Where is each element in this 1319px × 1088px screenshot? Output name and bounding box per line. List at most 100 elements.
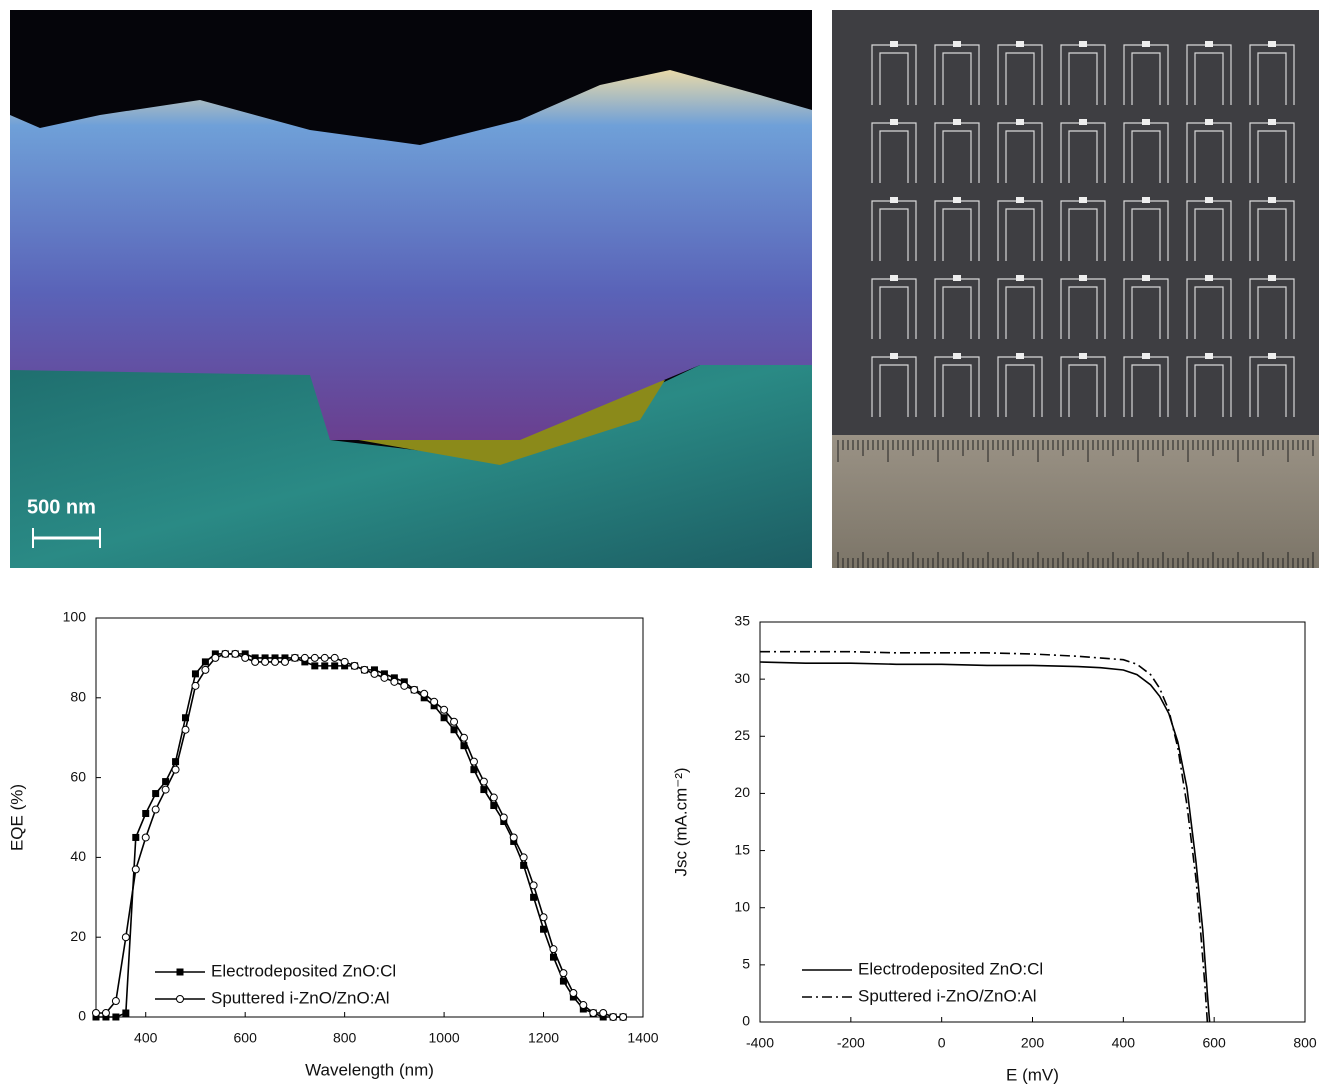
x-axis-label: E (mV) bbox=[1006, 1065, 1059, 1084]
series-line bbox=[96, 653, 624, 1018]
cell-pad bbox=[1016, 197, 1024, 203]
cell-pad bbox=[1079, 353, 1087, 359]
marker bbox=[489, 793, 498, 802]
marker bbox=[450, 726, 458, 734]
marker bbox=[162, 778, 170, 786]
marker bbox=[530, 893, 538, 901]
x-tick-label: 600 bbox=[1202, 1035, 1226, 1051]
x-tick-label: -400 bbox=[746, 1035, 774, 1051]
marker bbox=[350, 661, 359, 670]
marker bbox=[92, 1009, 100, 1018]
y-tick-label: 20 bbox=[734, 784, 750, 800]
marker bbox=[380, 673, 389, 682]
marker bbox=[420, 689, 429, 698]
marker bbox=[152, 790, 160, 798]
legend-label: Electrodeposited ZnO:Cl bbox=[858, 959, 1043, 978]
marker bbox=[151, 805, 160, 814]
x-tick-label: 1400 bbox=[627, 1030, 658, 1046]
cell-pad bbox=[1142, 353, 1150, 359]
y-tick-label: 10 bbox=[734, 898, 750, 914]
marker bbox=[182, 714, 190, 722]
marker bbox=[460, 742, 468, 750]
marker bbox=[370, 669, 379, 678]
marker bbox=[559, 977, 567, 985]
marker bbox=[172, 758, 180, 766]
marker bbox=[321, 662, 329, 670]
cell-pad bbox=[1205, 41, 1213, 47]
marker bbox=[112, 1013, 120, 1021]
legend-label: Sputtered i-ZnO/ZnO:Al bbox=[858, 986, 1037, 1005]
y-tick-label: 30 bbox=[734, 670, 750, 686]
y-tick-label: 35 bbox=[734, 613, 750, 629]
cell-pad bbox=[1268, 197, 1276, 203]
y-tick-label: 0 bbox=[742, 1013, 750, 1029]
marker bbox=[251, 657, 260, 666]
marker bbox=[131, 865, 140, 874]
marker bbox=[320, 653, 329, 662]
cell-pad bbox=[1079, 119, 1087, 125]
cell-pad bbox=[1268, 119, 1276, 125]
marker bbox=[310, 653, 319, 662]
cell-pad bbox=[953, 41, 961, 47]
marker bbox=[400, 681, 409, 690]
y-tick-label: 80 bbox=[70, 689, 86, 705]
cell-pad bbox=[1142, 197, 1150, 203]
marker bbox=[340, 657, 349, 666]
cell-pad bbox=[890, 275, 898, 281]
marker bbox=[390, 677, 399, 686]
cell-pad bbox=[953, 119, 961, 125]
y-tick-label: 15 bbox=[734, 841, 750, 857]
marker bbox=[469, 757, 478, 766]
y-axis-label: Jsc (mA.cm⁻²) bbox=[671, 767, 690, 876]
cell-pad bbox=[1205, 275, 1213, 281]
marker bbox=[540, 925, 548, 933]
y-tick-label: 25 bbox=[734, 727, 750, 743]
cell-pad bbox=[1268, 275, 1276, 281]
cell-pad bbox=[1142, 275, 1150, 281]
x-tick-label: 1200 bbox=[528, 1030, 559, 1046]
y-tick-label: 0 bbox=[78, 1008, 86, 1024]
marker bbox=[221, 649, 230, 658]
x-tick-label: 0 bbox=[938, 1035, 946, 1051]
marker bbox=[609, 1013, 618, 1021]
marker bbox=[231, 649, 240, 658]
cell-pad bbox=[1268, 353, 1276, 359]
marker bbox=[211, 653, 220, 662]
legend-label: Electrodeposited ZnO:Cl bbox=[211, 961, 396, 980]
marker bbox=[360, 665, 369, 674]
cell-pad bbox=[890, 353, 898, 359]
cell-pad bbox=[1142, 119, 1150, 125]
legend-marker bbox=[176, 968, 184, 976]
marker bbox=[121, 933, 130, 942]
marker bbox=[539, 913, 548, 922]
y-tick-label: 60 bbox=[70, 768, 86, 784]
marker bbox=[509, 833, 518, 842]
marker bbox=[331, 662, 339, 670]
marker bbox=[499, 813, 508, 822]
y-tick-label: 100 bbox=[63, 609, 87, 625]
x-tick-label: 1000 bbox=[429, 1030, 460, 1046]
sem-image: 500 nm bbox=[10, 10, 812, 568]
cell-pad bbox=[890, 197, 898, 203]
marker bbox=[569, 989, 578, 998]
cell-pad bbox=[953, 353, 961, 359]
marker bbox=[459, 733, 468, 742]
marker bbox=[430, 697, 439, 706]
marker bbox=[589, 1009, 598, 1018]
marker bbox=[290, 653, 299, 662]
marker bbox=[529, 881, 538, 890]
marker bbox=[191, 670, 199, 678]
marker bbox=[619, 1013, 628, 1021]
marker bbox=[191, 681, 200, 690]
scale-bar-label: 500 nm bbox=[27, 496, 96, 518]
cell-pad bbox=[1268, 41, 1276, 47]
cell-pad bbox=[953, 197, 961, 203]
x-tick-label: 400 bbox=[134, 1030, 158, 1046]
y-tick-label: 5 bbox=[742, 956, 750, 972]
y-axis-label: EQE (%) bbox=[7, 784, 26, 851]
cell-pad bbox=[953, 275, 961, 281]
x-tick-label: 200 bbox=[1021, 1035, 1045, 1051]
marker bbox=[559, 969, 568, 978]
marker bbox=[141, 833, 150, 842]
